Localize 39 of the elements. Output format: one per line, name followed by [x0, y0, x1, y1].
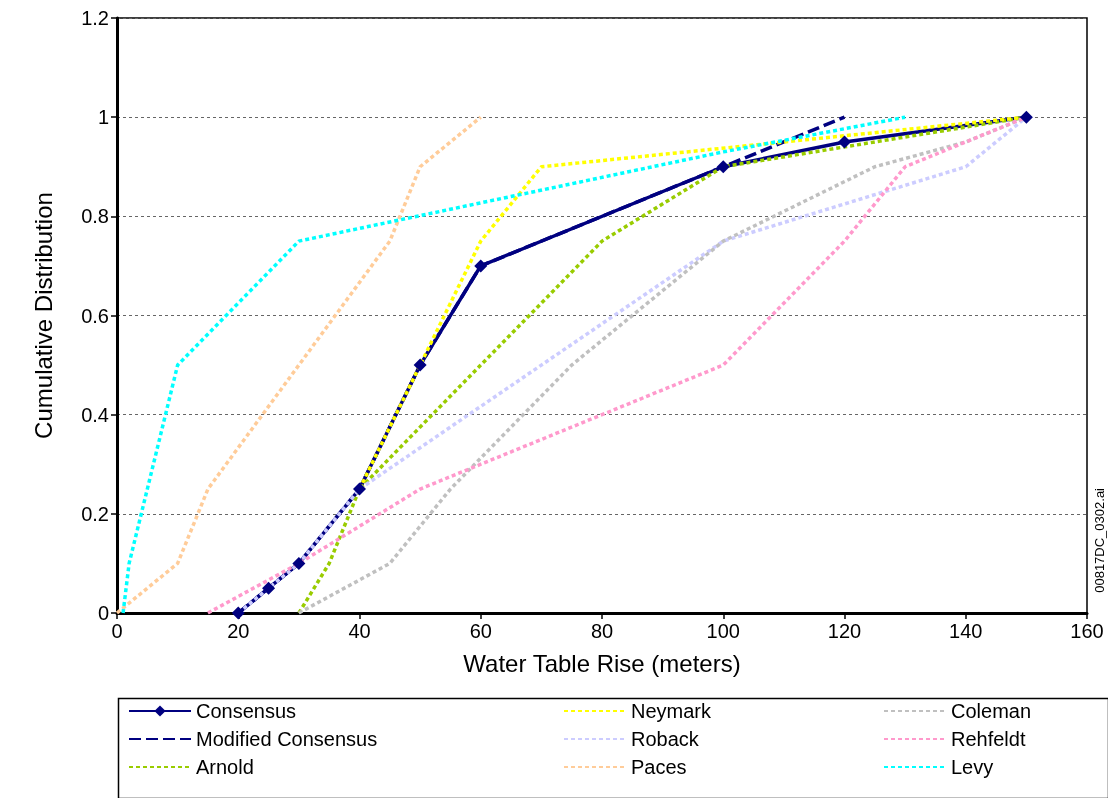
x-tick-label: 40: [348, 620, 371, 642]
x-tick-label: 80: [590, 620, 614, 642]
y-tick-label: 0.2: [81, 502, 109, 525]
x-tick-label: 0: [111, 620, 123, 642]
y-tick-label: 0.6: [81, 304, 109, 327]
point: [716, 160, 730, 174]
y-tick-label: 0.4: [81, 403, 109, 426]
y-tick-label: 1: [97, 106, 109, 129]
legend-label: Consensus: [196, 700, 297, 722]
line-series: [121, 115, 907, 615]
point: [292, 556, 306, 570]
x-tick-label: 60: [469, 620, 492, 642]
legend-label: Modified Consensus: [196, 728, 378, 750]
point: [1019, 110, 1033, 124]
legend-label: Neymark: [631, 700, 713, 722]
y-axis-title: Cumulative Distribution: [29, 192, 57, 439]
text: 00817DC_0302.ai: [1092, 487, 1107, 593]
x-tick-label: 140: [949, 620, 983, 642]
legend-label: Rehfeldt: [951, 728, 1026, 750]
legend-label: Coleman: [951, 700, 1032, 722]
point: [413, 358, 427, 372]
point: [474, 259, 488, 273]
x-axis-title: Water Table Rise (meters): [463, 649, 741, 677]
y-tick-label: 1.2: [81, 7, 109, 29]
line-series: [115, 115, 483, 615]
x-tick-label: 100: [706, 620, 740, 642]
legend-label: Levy: [951, 756, 994, 778]
point: [231, 606, 245, 620]
point: [262, 581, 276, 595]
legend-label: Arnold: [196, 756, 254, 778]
x-tick-label: 160: [1070, 620, 1104, 642]
y-tick-label: 0: [97, 602, 109, 624]
legend-label: Paces: [631, 756, 687, 778]
legend-label: Roback: [631, 728, 700, 750]
point: [838, 135, 851, 149]
x-tick-label: 20: [227, 620, 250, 642]
y-tick-label: 0.8: [81, 205, 109, 228]
x-tick-label: 120: [827, 620, 862, 642]
point: [353, 482, 366, 496]
